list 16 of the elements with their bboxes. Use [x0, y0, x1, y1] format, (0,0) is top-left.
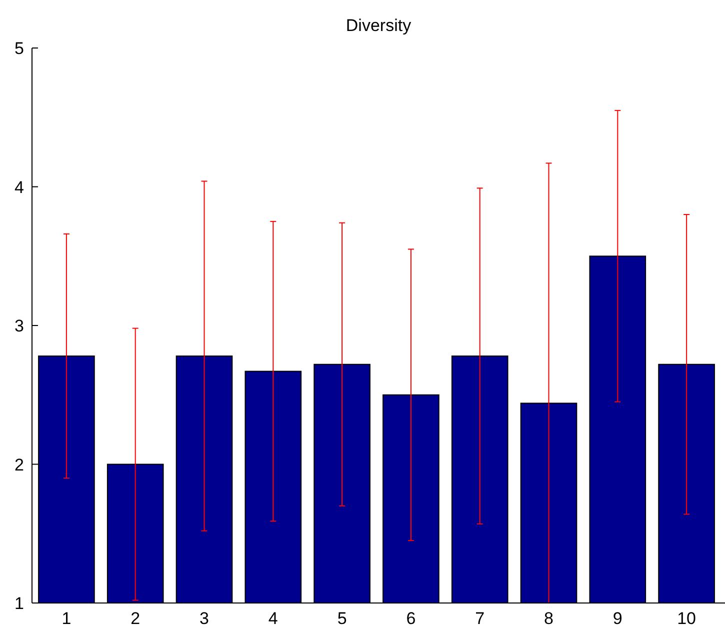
y-tick-label: 4 — [14, 178, 24, 197]
y-tick-label: 3 — [14, 316, 24, 336]
x-tick-label: 2 — [130, 609, 140, 628]
y-tick-label: 2 — [14, 455, 24, 474]
y-tick-label: 1 — [14, 594, 24, 613]
x-tick-label: 10 — [677, 609, 696, 628]
y-tick-label: 5 — [14, 39, 24, 58]
x-tick-label: 6 — [406, 609, 416, 628]
x-tick-label: 9 — [612, 609, 622, 628]
x-tick-label: 8 — [544, 609, 554, 628]
x-tick-label: 7 — [475, 609, 485, 628]
chart-title: Diversity — [346, 16, 412, 35]
x-tick-label: 4 — [268, 609, 278, 628]
x-tick-label: 5 — [337, 609, 347, 628]
x-tick-label: 3 — [200, 609, 209, 628]
x-tick-label: 1 — [62, 609, 72, 628]
